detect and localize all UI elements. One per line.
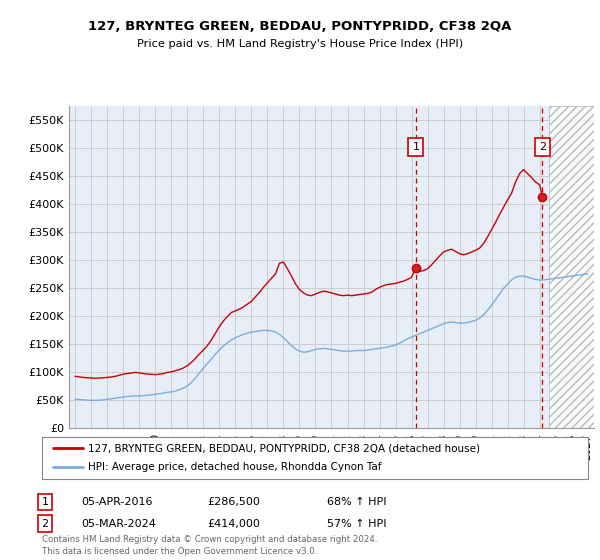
Text: 127, BRYNTEG GREEN, BEDDAU, PONTYPRIDD, CF38 2QA: 127, BRYNTEG GREEN, BEDDAU, PONTYPRIDD, … [88,20,512,32]
Bar [549,106,594,428]
Text: Price paid vs. HM Land Registry's House Price Index (HPI): Price paid vs. HM Land Registry's House … [137,39,463,49]
Text: 05-APR-2016: 05-APR-2016 [81,497,152,507]
Text: 127, BRYNTEG GREEN, BEDDAU, PONTYPRIDD, CF38 2QA (detached house): 127, BRYNTEG GREEN, BEDDAU, PONTYPRIDD, … [88,443,481,453]
Text: 2: 2 [41,519,49,529]
Text: £286,500: £286,500 [207,497,260,507]
Text: 05-MAR-2024: 05-MAR-2024 [81,519,156,529]
Text: 57% ↑ HPI: 57% ↑ HPI [327,519,386,529]
Text: 1: 1 [412,142,419,152]
Text: Contains HM Land Registry data © Crown copyright and database right 2024.
This d: Contains HM Land Registry data © Crown c… [42,535,377,556]
Text: 68% ↑ HPI: 68% ↑ HPI [327,497,386,507]
Bar [549,106,594,428]
Text: HPI: Average price, detached house, Rhondda Cynon Taf: HPI: Average price, detached house, Rhon… [88,463,382,473]
Text: 2: 2 [539,142,546,152]
Text: £414,000: £414,000 [207,519,260,529]
Text: 1: 1 [41,497,49,507]
